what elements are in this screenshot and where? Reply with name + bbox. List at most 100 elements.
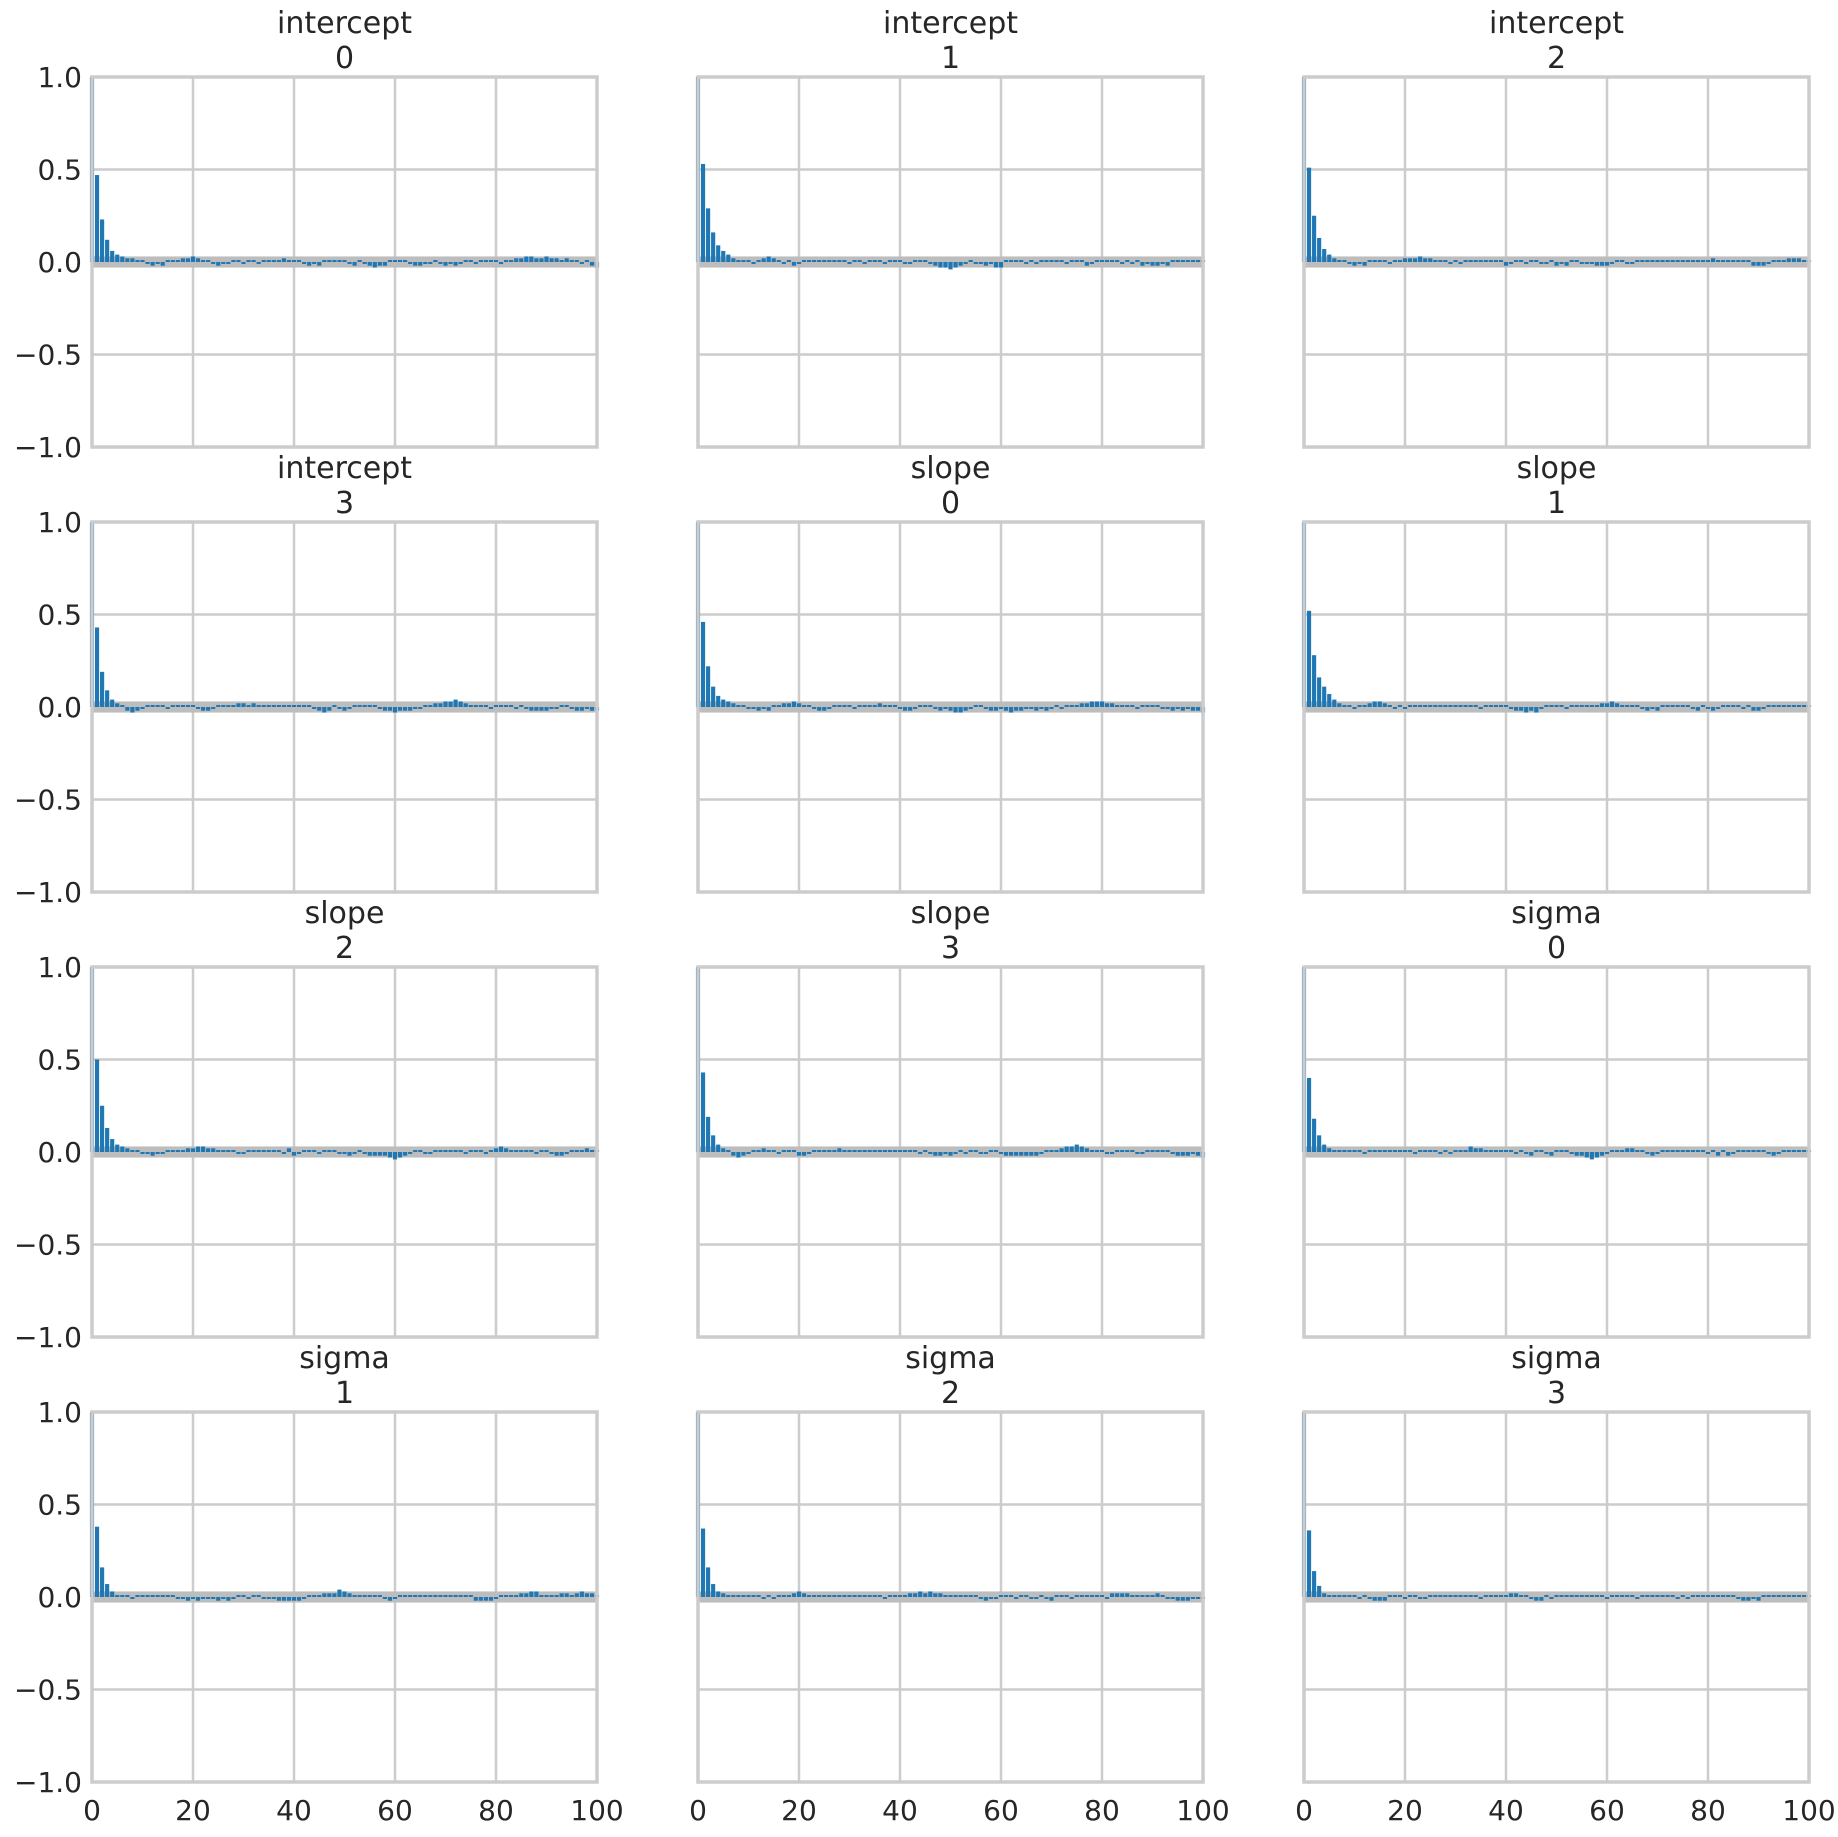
- acf-bar: [1589, 705, 1594, 707]
- acf-bar: [988, 262, 993, 264]
- acf-bar: [1801, 1595, 1807, 1597]
- acf-bar: [1337, 1150, 1342, 1152]
- acf-bar: [1594, 1595, 1599, 1597]
- acf-bar: [504, 705, 509, 707]
- acf-bar: [847, 1150, 852, 1152]
- acf-bar: [180, 258, 185, 262]
- acf-bar: [458, 701, 463, 707]
- acf-bar: [1084, 1595, 1089, 1597]
- acf-bar: [140, 707, 145, 709]
- acf-bar: [1342, 260, 1347, 262]
- acf-bar: [1726, 1152, 1731, 1156]
- acf-bar: [1756, 707, 1761, 711]
- acf-bar: [731, 258, 736, 262]
- acf-bar: [428, 262, 433, 264]
- acf-bar: [1407, 1595, 1413, 1597]
- acf-bar: [857, 1595, 862, 1597]
- acf-bar: [943, 1595, 948, 1597]
- acf-bar: [756, 707, 761, 711]
- acf-bar: [1044, 707, 1049, 711]
- acf-bar: [1554, 1150, 1559, 1152]
- acf-bar: [1524, 707, 1529, 713]
- acf-bar: [1473, 260, 1478, 262]
- acf-bar: [312, 1150, 317, 1152]
- acf-bar: [1746, 1150, 1751, 1152]
- acf-bar: [1741, 260, 1746, 262]
- acf-bar: [726, 1150, 731, 1152]
- acf-bar: [1761, 262, 1766, 266]
- acf-bar: [1367, 260, 1372, 262]
- acf-bar: [1650, 260, 1655, 262]
- acf-bar: [1741, 707, 1746, 709]
- acf-bar: [1317, 677, 1322, 707]
- acf-bar: [1392, 260, 1397, 262]
- y-tick-label: 1.0: [37, 506, 82, 539]
- acf-bar: [1559, 262, 1564, 264]
- acf-bar: [978, 705, 983, 707]
- acf-bar: [135, 707, 140, 711]
- acf-bar: [1766, 262, 1771, 264]
- acf-bar: [766, 707, 771, 711]
- acf-bar: [276, 1150, 281, 1152]
- acf-bar: [1554, 705, 1559, 707]
- acf-bar: [1514, 1152, 1519, 1154]
- acf-bar: [296, 260, 302, 262]
- acf-bar: [1453, 705, 1458, 707]
- acf-bar: [135, 1595, 140, 1597]
- acf-bar: [1317, 237, 1322, 262]
- acf-bar: [216, 705, 221, 707]
- acf-bar: [1700, 1595, 1706, 1597]
- acf-bar: [852, 1595, 857, 1597]
- acf-bar: [1049, 1597, 1054, 1601]
- acf-bar: [1185, 260, 1190, 262]
- acf-bar: [933, 707, 938, 709]
- acf-bar: [423, 1152, 428, 1154]
- acf-bar: [1140, 705, 1145, 707]
- acf-bar: [1675, 1597, 1680, 1599]
- acf-bar: [1049, 260, 1054, 262]
- acf-bar: [1559, 1150, 1564, 1152]
- acf-bar: [1130, 262, 1135, 264]
- acf-bar: [1539, 707, 1544, 709]
- acf-bar: [1478, 1148, 1483, 1152]
- acf-bar: [291, 1597, 297, 1601]
- acf-bar: [1413, 1595, 1418, 1597]
- acf-bar: [983, 1597, 988, 1601]
- acf-bar: [1418, 705, 1423, 707]
- acf-bar: [584, 707, 589, 709]
- panel-title-variable: intercept: [277, 451, 412, 486]
- acf-bar: [877, 260, 882, 262]
- acf-bar: [1645, 707, 1650, 711]
- plot-frame: [696, 75, 1205, 449]
- acf-bar: [1589, 262, 1594, 264]
- acf-bar: [473, 1150, 478, 1152]
- acf-bar: [1625, 1595, 1630, 1597]
- acf-bar: [372, 1595, 377, 1597]
- acf-bar: [226, 1150, 231, 1152]
- acf-bar: [382, 1152, 387, 1156]
- acf-bar: [1604, 703, 1610, 707]
- acf-bar: [211, 262, 216, 264]
- acf-bar: [781, 703, 786, 707]
- acf-bar: [716, 245, 721, 262]
- acf-bar: [554, 258, 559, 262]
- acf-bar: [1064, 262, 1069, 264]
- acf-bar: [1443, 705, 1448, 707]
- acf-bar: [1150, 262, 1155, 266]
- acf-bar: [1655, 1152, 1660, 1154]
- acf-bar: [913, 1150, 918, 1152]
- plot-frame: [90, 75, 599, 449]
- acf-bar: [1120, 705, 1125, 707]
- acf-bar: [1655, 260, 1660, 262]
- acf-bar: [862, 262, 867, 264]
- x-tick-label: 0: [83, 1794, 101, 1827]
- acf-bar: [478, 705, 483, 707]
- acf-bar: [195, 1146, 201, 1152]
- acf-bar: [1751, 1150, 1756, 1152]
- panel-title-index: 1: [335, 1376, 354, 1411]
- acf-bar: [100, 1105, 105, 1152]
- acf-bar: [1519, 1150, 1524, 1152]
- acf-bar: [226, 1597, 231, 1601]
- acf-bar: [1655, 1595, 1660, 1597]
